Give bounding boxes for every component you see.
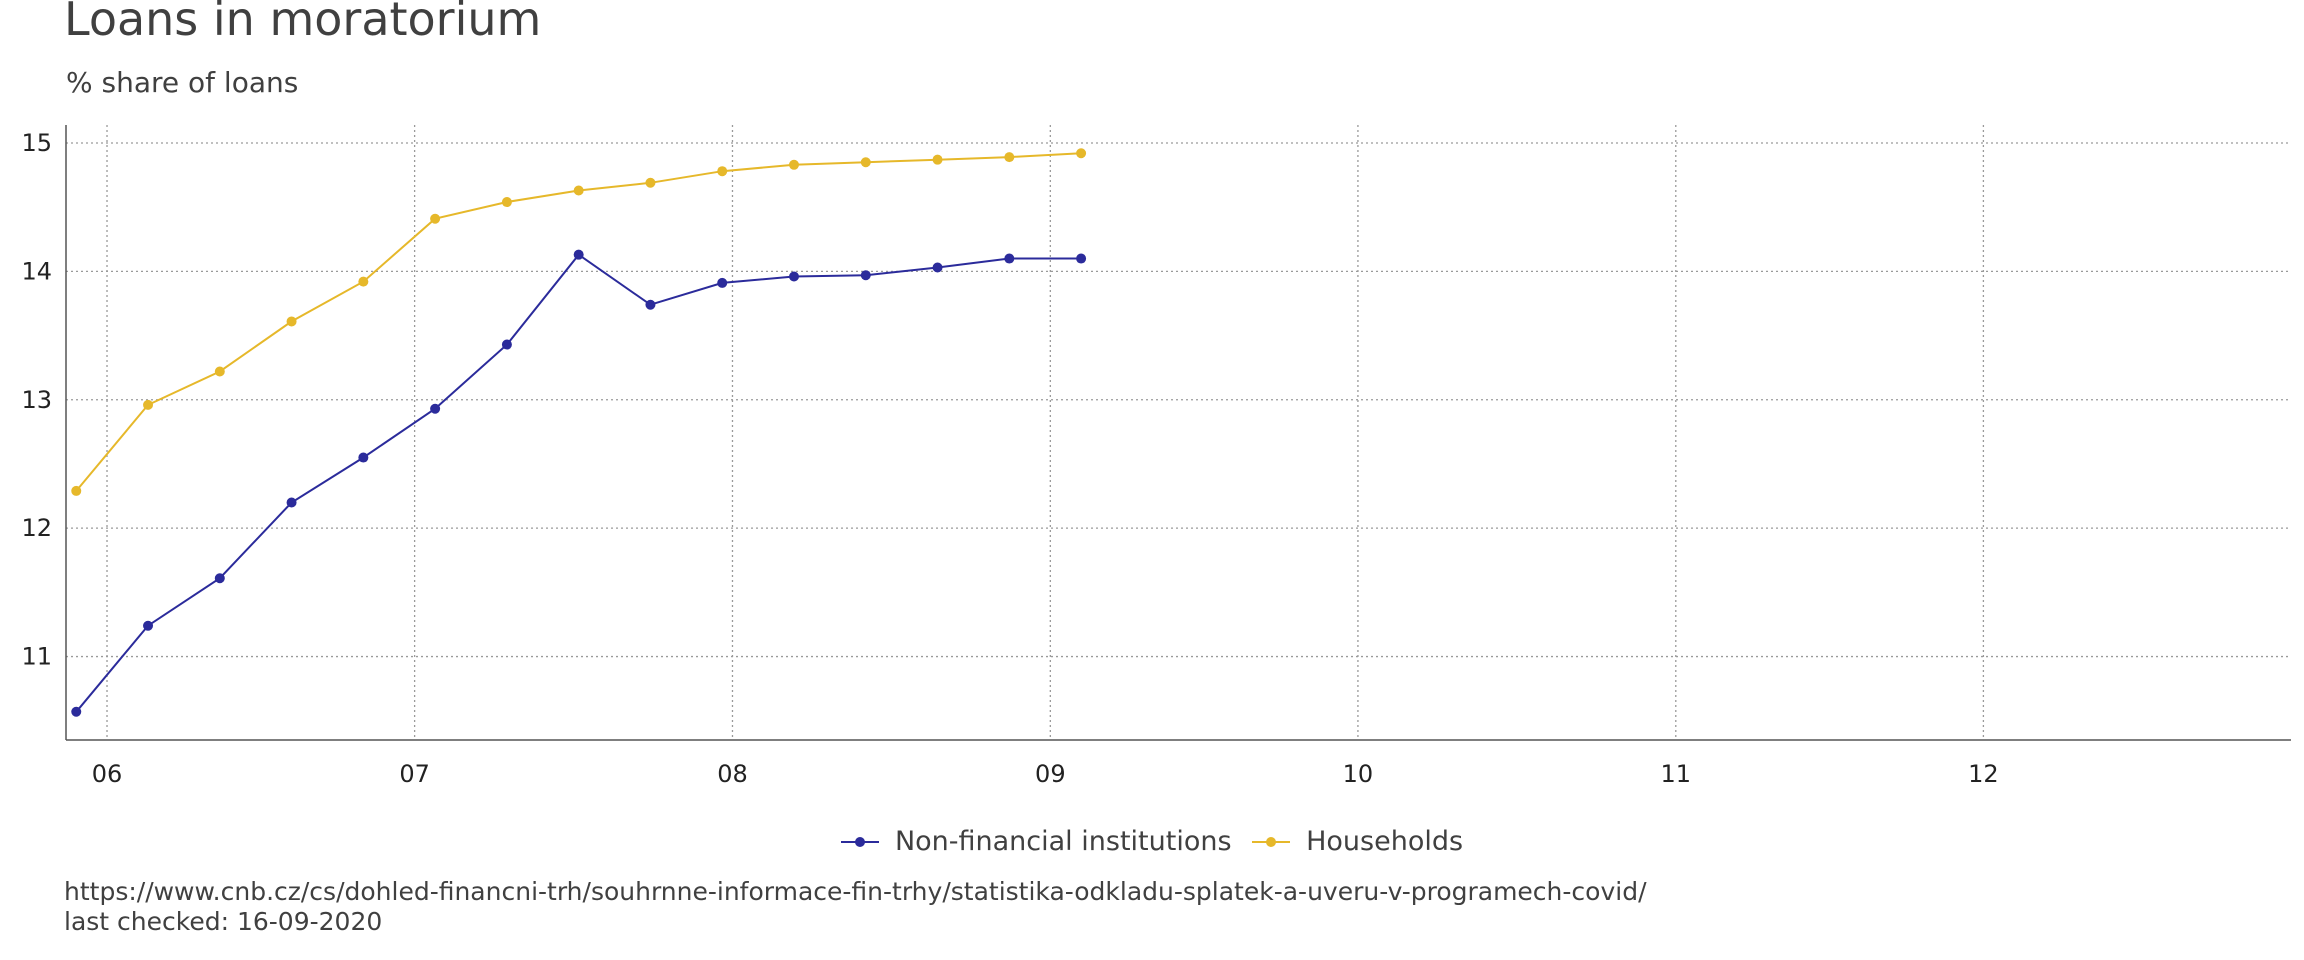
data-point: [788, 159, 799, 170]
data-point: [358, 452, 369, 463]
data-point: [71, 706, 82, 717]
legend-item-households[interactable]: Households: [1252, 826, 1463, 857]
data-point: [430, 403, 441, 414]
source-note: https://www.cnb.cz/cs/dohled-financni-tr…: [64, 877, 1647, 937]
legend-label-non-financial: Non-financial institutions: [894, 826, 1232, 857]
data-point: [645, 177, 656, 188]
y-tick-label: 15: [21, 129, 52, 157]
legend-key-households: [1252, 832, 1291, 852]
data-point: [143, 620, 154, 631]
last-checked: last checked: 16-09-2020: [64, 907, 383, 936]
data-point: [932, 154, 943, 165]
y-tick-label: 11: [21, 643, 52, 671]
data-point: [286, 316, 297, 327]
chart-title: Loans in moratorium: [64, 0, 542, 46]
data-point: [501, 197, 512, 208]
x-tick-label: 06: [92, 760, 123, 788]
legend-label-households: Households: [1306, 826, 1464, 857]
data-point: [71, 485, 82, 496]
x-tick-label: 11: [1661, 760, 1692, 788]
data-point: [430, 213, 441, 224]
data-point: [717, 166, 728, 177]
data-point: [1004, 152, 1015, 163]
data-point: [1076, 253, 1087, 264]
data-point: [860, 157, 871, 168]
data-point: [1004, 253, 1015, 264]
data-point: [286, 497, 297, 508]
data-point: [1076, 148, 1087, 159]
series-line-1: [75, 152, 1082, 492]
y-tick-label: 14: [21, 257, 52, 285]
x-tick-label: 07: [399, 760, 430, 788]
data-point: [358, 276, 369, 287]
data-point: [932, 262, 943, 273]
legend-key-non-financial: [840, 832, 879, 852]
x-tick-label: 12: [1968, 760, 1999, 788]
data-point: [573, 249, 584, 260]
legend: Non-financial institutions Households: [0, 826, 2304, 859]
data-point: [501, 339, 512, 350]
y-tick-label: 12: [21, 514, 52, 542]
legend-item-non-financial[interactable]: Non-financial institutions: [840, 826, 1232, 857]
data-point: [788, 271, 799, 282]
data-point: [143, 399, 154, 410]
data-point: [214, 573, 225, 584]
data-point: [860, 270, 871, 281]
x-tick-label: 08: [717, 760, 748, 788]
source-url[interactable]: https://www.cnb.cz/cs/dohled-financni-tr…: [64, 877, 1647, 906]
chart-subtitle: % share of loans: [66, 66, 299, 99]
y-tick-label: 13: [21, 386, 52, 414]
x-tick-label: 10: [1343, 760, 1374, 788]
series-line-0: [75, 253, 1082, 713]
x-tick-label: 09: [1035, 760, 1066, 788]
data-point: [717, 277, 728, 288]
data-point: [573, 185, 584, 196]
data-point: [214, 366, 225, 377]
line-chart: 11 12 13 14 15 06 07 08 09 10 11 12: [21, 125, 2291, 788]
data-point: [645, 299, 656, 310]
